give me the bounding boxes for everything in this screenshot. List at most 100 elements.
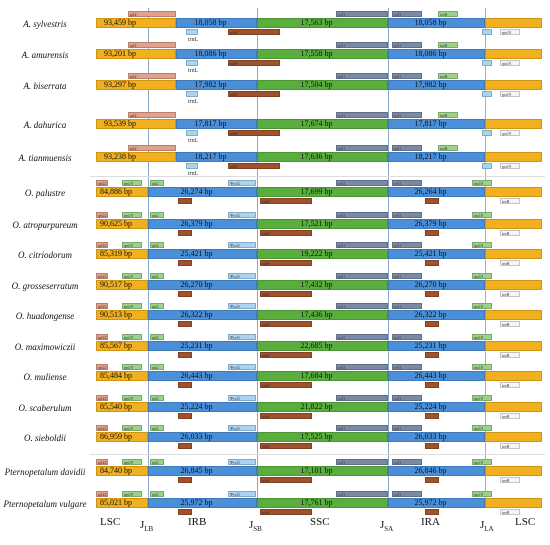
- gene-ycf1-box: [336, 180, 388, 186]
- gene-rpl2-ira-box: [425, 509, 439, 515]
- ira-segment-length: 26,270 bp: [414, 280, 447, 289]
- gene-ycf1-ira-box-label: ycf1: [394, 112, 402, 118]
- ira-segment: [388, 249, 485, 259]
- gene-ndhF-box: [228, 130, 280, 136]
- gene-trnH-box-label: trnH: [440, 42, 448, 48]
- gene-ycf1-ira-box: [392, 145, 422, 151]
- gene-trnH-box: [438, 112, 458, 118]
- gene-rps19-ira-box: [472, 334, 492, 340]
- ira-segment-length: 25,231 bp: [414, 341, 447, 350]
- ira-segment: [388, 119, 485, 129]
- ssc-segment: [257, 498, 388, 508]
- gene-trnH-right-box: [500, 352, 520, 358]
- gene-ycf1-box: [336, 395, 388, 401]
- gene-rps19-box: [122, 180, 142, 186]
- ssc-segment: [257, 249, 388, 259]
- gene-rpl22-box-label: rpl22: [98, 212, 107, 218]
- ira-segment-length: 26,379 bp: [414, 219, 447, 228]
- species-label: A. amurensis: [21, 50, 69, 60]
- gene-ndhF-box: [260, 509, 312, 515]
- lsc-segment-length: 93,539 bp: [104, 119, 136, 128]
- species-label: A. sylvestris: [23, 19, 67, 29]
- gene-ndhF-box-label: ndhF: [262, 230, 271, 236]
- gene-ycf1-ira-box-label: ycf1: [394, 73, 402, 79]
- species-label: Pternopetalum davidii: [4, 467, 86, 477]
- lsc-segment-length: 93,238 bp: [104, 152, 136, 161]
- gene-rpl22-box: [96, 491, 108, 497]
- gene-ndhF-box: [260, 198, 312, 204]
- gene-rps19-ira-box: [472, 212, 492, 218]
- gene-rps19-ira-box-label: rps19: [474, 364, 483, 370]
- junction-jsa: JSA: [380, 519, 394, 534]
- ira-segment: [388, 341, 485, 351]
- gene-rpl2-box: [150, 459, 164, 465]
- ssc-segment-length: 17,699 bp: [300, 187, 333, 196]
- gene-rpl22-box: [96, 242, 108, 248]
- irb-segment: [148, 432, 257, 442]
- gene-trnH-right-box: [500, 477, 520, 483]
- gene-trnL-box: [186, 91, 198, 97]
- gene-rpl2-box-label: rpl2: [152, 459, 159, 465]
- gene-rpl2-box: [150, 242, 164, 248]
- gene-rpl22-box-label: rpl22: [98, 395, 107, 401]
- gene-ycf1-box-label: ycf1: [338, 11, 346, 17]
- region-label-lsc-right: LSC: [515, 516, 536, 528]
- gene-rpl2-box: [150, 273, 164, 279]
- gene-trnH-right-box: [500, 260, 520, 266]
- gene-trnH-box: [438, 11, 458, 17]
- gene-rpl2-box-label: rpl2: [152, 364, 159, 370]
- gene-trnH-right-box: [482, 130, 492, 136]
- gene-ycf1-box: [336, 334, 388, 340]
- ira-segment: [388, 371, 485, 381]
- gene-ndhF-box-label: ndhF: [262, 291, 271, 297]
- gene-trnH-right-box: [500, 413, 520, 419]
- species-label: A. tianmuensis: [18, 153, 72, 163]
- gene-ndhF-box-label: ndhF: [262, 260, 271, 266]
- species-label: A. biserrata: [23, 81, 67, 91]
- gene-psi-ycf1-box: [228, 491, 256, 497]
- gene-rpl22-box: [96, 395, 108, 401]
- ira-segment: [388, 280, 485, 290]
- irb-segment-length: 25,421 bp: [180, 249, 213, 258]
- gene-psi-ycf1-box-label: Ψycf1: [230, 303, 241, 309]
- gene-ycf1-box-label: ycf1: [338, 242, 346, 248]
- gene-rps19-box-label: rps19: [124, 212, 133, 218]
- ira-segment-length: 26,264 bp: [414, 187, 447, 196]
- gene-ndhF-box: [260, 382, 312, 388]
- junction-jla: JLA: [480, 519, 494, 534]
- gene-rps19-box-label: rps19: [124, 395, 133, 401]
- species-label: O. citriodorum: [18, 250, 72, 260]
- irb-segment-length: 26,443 bp: [180, 371, 213, 380]
- gene-rps19-box: [122, 364, 142, 370]
- gene-trnH-right-box-label: trnH: [502, 198, 510, 204]
- gene-rpl2-box-label: rpl2: [152, 303, 159, 309]
- ssc-segment-length: 21,822 bp: [300, 402, 333, 411]
- ira-segment-length: 26,033 bp: [414, 432, 447, 441]
- gene-rps19-ira-box-label: rps19: [474, 334, 483, 340]
- gene-ycf1-box-label: ycf1: [338, 212, 346, 218]
- irb-segment: [148, 466, 257, 476]
- lsc-segment-length: 84,886 bp: [100, 187, 132, 196]
- irb-segment-length: 25,224 bp: [180, 402, 213, 411]
- gene-ycf1-ira-box-label: ycf1: [394, 273, 402, 279]
- gene-psi-ycf1-box: [228, 212, 256, 218]
- gene-ycf1-box: [336, 303, 388, 309]
- gene-rps19-ira-box: [472, 459, 492, 465]
- lsc-segment-length: 84,740 bp: [100, 466, 132, 475]
- gene-ycf1-box: [336, 242, 388, 248]
- ira-segment-length: 25,972 bp: [414, 498, 447, 507]
- gene-rps19-box-label: rps19: [124, 180, 133, 186]
- gene-rpl2-box: [128, 11, 176, 17]
- ssc-segment: [257, 49, 388, 59]
- trnL-text: trnL: [188, 37, 199, 43]
- gene-ycf1-ira-box-label: ycf1: [394, 491, 402, 497]
- lsc-right-segment: [485, 219, 542, 229]
- gene-rps19-ira-box: [472, 491, 492, 497]
- lsc-right-segment: [485, 341, 542, 351]
- lsc-right-segment: [485, 310, 542, 320]
- gene-psi-ycf1-box: [228, 180, 256, 186]
- gene-rps19-box: [122, 242, 142, 248]
- gene-trnL-box: [186, 29, 198, 35]
- gene-psi-ycf1-box: [228, 395, 256, 401]
- gene-rps19-right-box: [500, 60, 520, 66]
